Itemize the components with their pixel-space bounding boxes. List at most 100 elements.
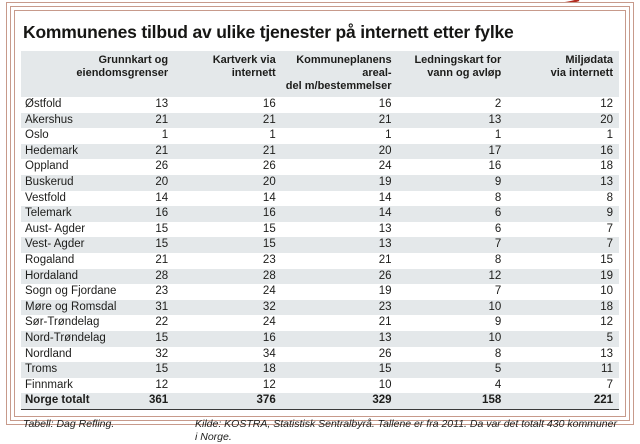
total-row: Norge totalt 361 376 329 158 221 — [21, 393, 619, 410]
table-cell: 13 — [378, 222, 392, 235]
table-cell: 12 — [262, 378, 276, 391]
county-name: Rogaland — [25, 253, 75, 266]
table-frame-mid: Kommunenes tilbud av ulike tjenester på … — [10, 6, 630, 443]
table-cell: 26 — [378, 347, 392, 360]
table-cell: 28 — [155, 269, 169, 282]
table-cell: 16 — [262, 98, 276, 110]
table-cell: 8 — [494, 253, 502, 266]
table-cell: 7 — [606, 238, 613, 251]
table-cell: 15 — [262, 222, 276, 235]
county-name: Hedemark — [25, 144, 79, 157]
column-header: Miljødata via internett — [507, 51, 619, 97]
table-cell: 4 — [494, 378, 502, 391]
column-header: Ledningskart for vann og avløp — [397, 51, 508, 97]
table-cell: 19 — [600, 269, 613, 282]
table-cell: 20 — [600, 113, 613, 126]
table-cell: 34 — [262, 347, 276, 360]
table-cell: 7 — [606, 222, 613, 235]
table-frame-inner: Kommunenes tilbud av ulike tjenester på … — [14, 10, 626, 443]
table-cell: 1 — [606, 129, 613, 142]
table-cell: 6 — [494, 207, 502, 220]
table-cell: 21 — [378, 113, 392, 126]
table-cell: 23 — [155, 285, 169, 298]
table-cell: 16 — [378, 98, 392, 110]
table-cell: 221 — [507, 393, 619, 410]
table-cell: 5 — [606, 331, 613, 344]
table-cell: 13 — [378, 238, 392, 251]
table-footer: Tabell: Dag Refling. Kilde: KOSTRA, Stat… — [21, 418, 619, 444]
table-cell: 10 — [488, 331, 502, 344]
table-cell: 15 — [600, 253, 613, 266]
table-cell: 14 — [155, 191, 169, 204]
table-cell: 19 — [378, 175, 392, 188]
table-cell: 16 — [488, 160, 502, 173]
county-name: Møre og Romsdal — [25, 300, 117, 313]
table-row: Sør-Trøndelag 22 24 21 9 12 — [21, 315, 619, 331]
source-note: Kilde: KOSTRA, Statistisk Sentralbyrå. T… — [195, 417, 617, 443]
table-cell: 20 — [155, 175, 169, 188]
table-row: Akershus 21 21 21 13 20 — [21, 112, 619, 129]
table-cell: 1 — [385, 129, 392, 142]
table-cell: 16 — [600, 144, 613, 157]
county-name: Nordland — [25, 347, 72, 360]
table-cell: 15 — [378, 363, 392, 376]
page-title: Kommunenes tilbud av ulike tjenester på … — [23, 22, 514, 42]
table-cell: 15 — [155, 331, 169, 344]
table-cell: 23 — [262, 253, 276, 266]
table-cell: 28 — [262, 269, 276, 282]
table-cell: 16 — [155, 207, 169, 220]
table-cell: 21 — [378, 253, 392, 266]
table-cell: 7 — [494, 238, 502, 251]
table-row: Nordland 32 34 26 8 13 — [21, 347, 619, 363]
table-row: Telemark 16 16 14 6 9 — [21, 206, 619, 222]
table-row: Vest- Agder 15 15 13 7 7 — [21, 237, 619, 253]
table-header-row: Grunnkart og eiendomsgrenser Kartverk via i… — [21, 51, 619, 97]
table-cell: 14 — [378, 191, 392, 204]
table-row: Hordaland 28 28 26 12 19 — [21, 268, 619, 285]
table-cell: 21 — [155, 253, 169, 266]
table-cell: 376 — [174, 393, 282, 410]
table-row: Rogaland 21 23 21 8 15 — [21, 253, 619, 269]
table-cell: 22 — [155, 316, 169, 329]
table-cell: 10 — [600, 285, 613, 298]
table-cell: 7 — [494, 285, 502, 298]
table-cell: 9 — [606, 207, 613, 220]
table-cell: 16 — [262, 331, 276, 344]
table-cell: 14 — [262, 191, 276, 204]
table-cell: 18 — [262, 363, 276, 376]
table-row: Vestfold 14 14 14 8 8 — [21, 191, 619, 207]
table-cell: 15 — [155, 238, 169, 251]
table-cell: 10 — [488, 300, 502, 313]
table-body: Østfold 13 16 16 2 12 Akershus 21 21 21 13 20 Oslo 1 1… — [21, 97, 619, 410]
table-cell: 10 — [378, 378, 392, 391]
table-row: Østfold 13 16 16 2 12 — [21, 97, 619, 113]
table-cell: 2 — [494, 98, 502, 110]
table-row: Nord-Trøndelag 15 16 13 10 5 — [21, 330, 619, 347]
table-cell: 16 — [262, 207, 276, 220]
county-name: Aust- Agder — [25, 222, 86, 235]
table-cell: 20 — [378, 144, 392, 157]
table-cell: 24 — [262, 285, 276, 298]
table-row: Buskerud 20 20 19 9 13 — [21, 174, 619, 191]
table-row: Troms 15 18 15 5 11 — [21, 362, 619, 378]
table-cell: 158 — [397, 393, 508, 410]
table-cell: 1 — [269, 129, 276, 142]
table-row: Sogn og Fjordane 23 24 19 7 10 — [21, 284, 619, 300]
table-cell: 19 — [378, 285, 392, 298]
table-cell: 26 — [262, 160, 276, 173]
table-cell: 24 — [262, 316, 276, 329]
table-cell: 12 — [600, 98, 613, 110]
county-name: Oslo — [25, 129, 49, 142]
county-name: Hordaland — [25, 269, 79, 282]
table-cell: 13 — [600, 347, 613, 360]
table-cell: 18 — [600, 160, 613, 173]
table-cell: 21 — [262, 113, 276, 126]
column-header: Grunnkart og eiendomsgrenser — [21, 51, 175, 97]
table-cell: 23 — [378, 300, 392, 313]
table-cell: 13 — [378, 331, 392, 344]
table-row: Oppland 26 26 24 16 18 — [21, 159, 619, 175]
table-cell: 21 — [155, 113, 169, 126]
table-cell: 1 — [161, 129, 169, 142]
table-cell: 20 — [262, 175, 276, 188]
table-cell: 7 — [606, 378, 613, 391]
